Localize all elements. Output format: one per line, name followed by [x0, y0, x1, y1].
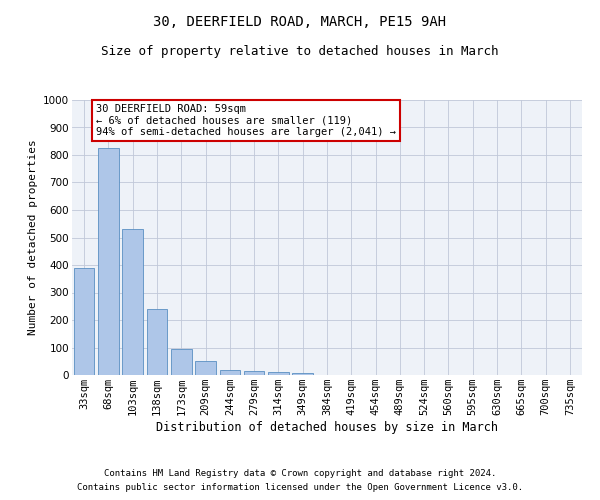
Bar [268, 372, 289, 375]
Bar [292, 373, 313, 375]
Bar [98, 148, 119, 375]
Text: Contains HM Land Registry data © Crown copyright and database right 2024.: Contains HM Land Registry data © Crown c… [104, 468, 496, 477]
Text: Size of property relative to detached houses in March: Size of property relative to detached ho… [101, 45, 499, 58]
Text: Contains public sector information licensed under the Open Government Licence v3: Contains public sector information licen… [77, 484, 523, 492]
Bar [122, 229, 143, 375]
Bar [146, 309, 167, 375]
Bar [171, 349, 191, 375]
Text: 30, DEERFIELD ROAD, MARCH, PE15 9AH: 30, DEERFIELD ROAD, MARCH, PE15 9AH [154, 15, 446, 29]
Bar [244, 371, 265, 375]
Y-axis label: Number of detached properties: Number of detached properties [28, 140, 38, 336]
Bar [195, 361, 216, 375]
Bar [74, 268, 94, 375]
X-axis label: Distribution of detached houses by size in March: Distribution of detached houses by size … [156, 421, 498, 434]
Text: 30 DEERFIELD ROAD: 59sqm
← 6% of detached houses are smaller (119)
94% of semi-d: 30 DEERFIELD ROAD: 59sqm ← 6% of detache… [96, 104, 396, 138]
Bar [220, 370, 240, 375]
